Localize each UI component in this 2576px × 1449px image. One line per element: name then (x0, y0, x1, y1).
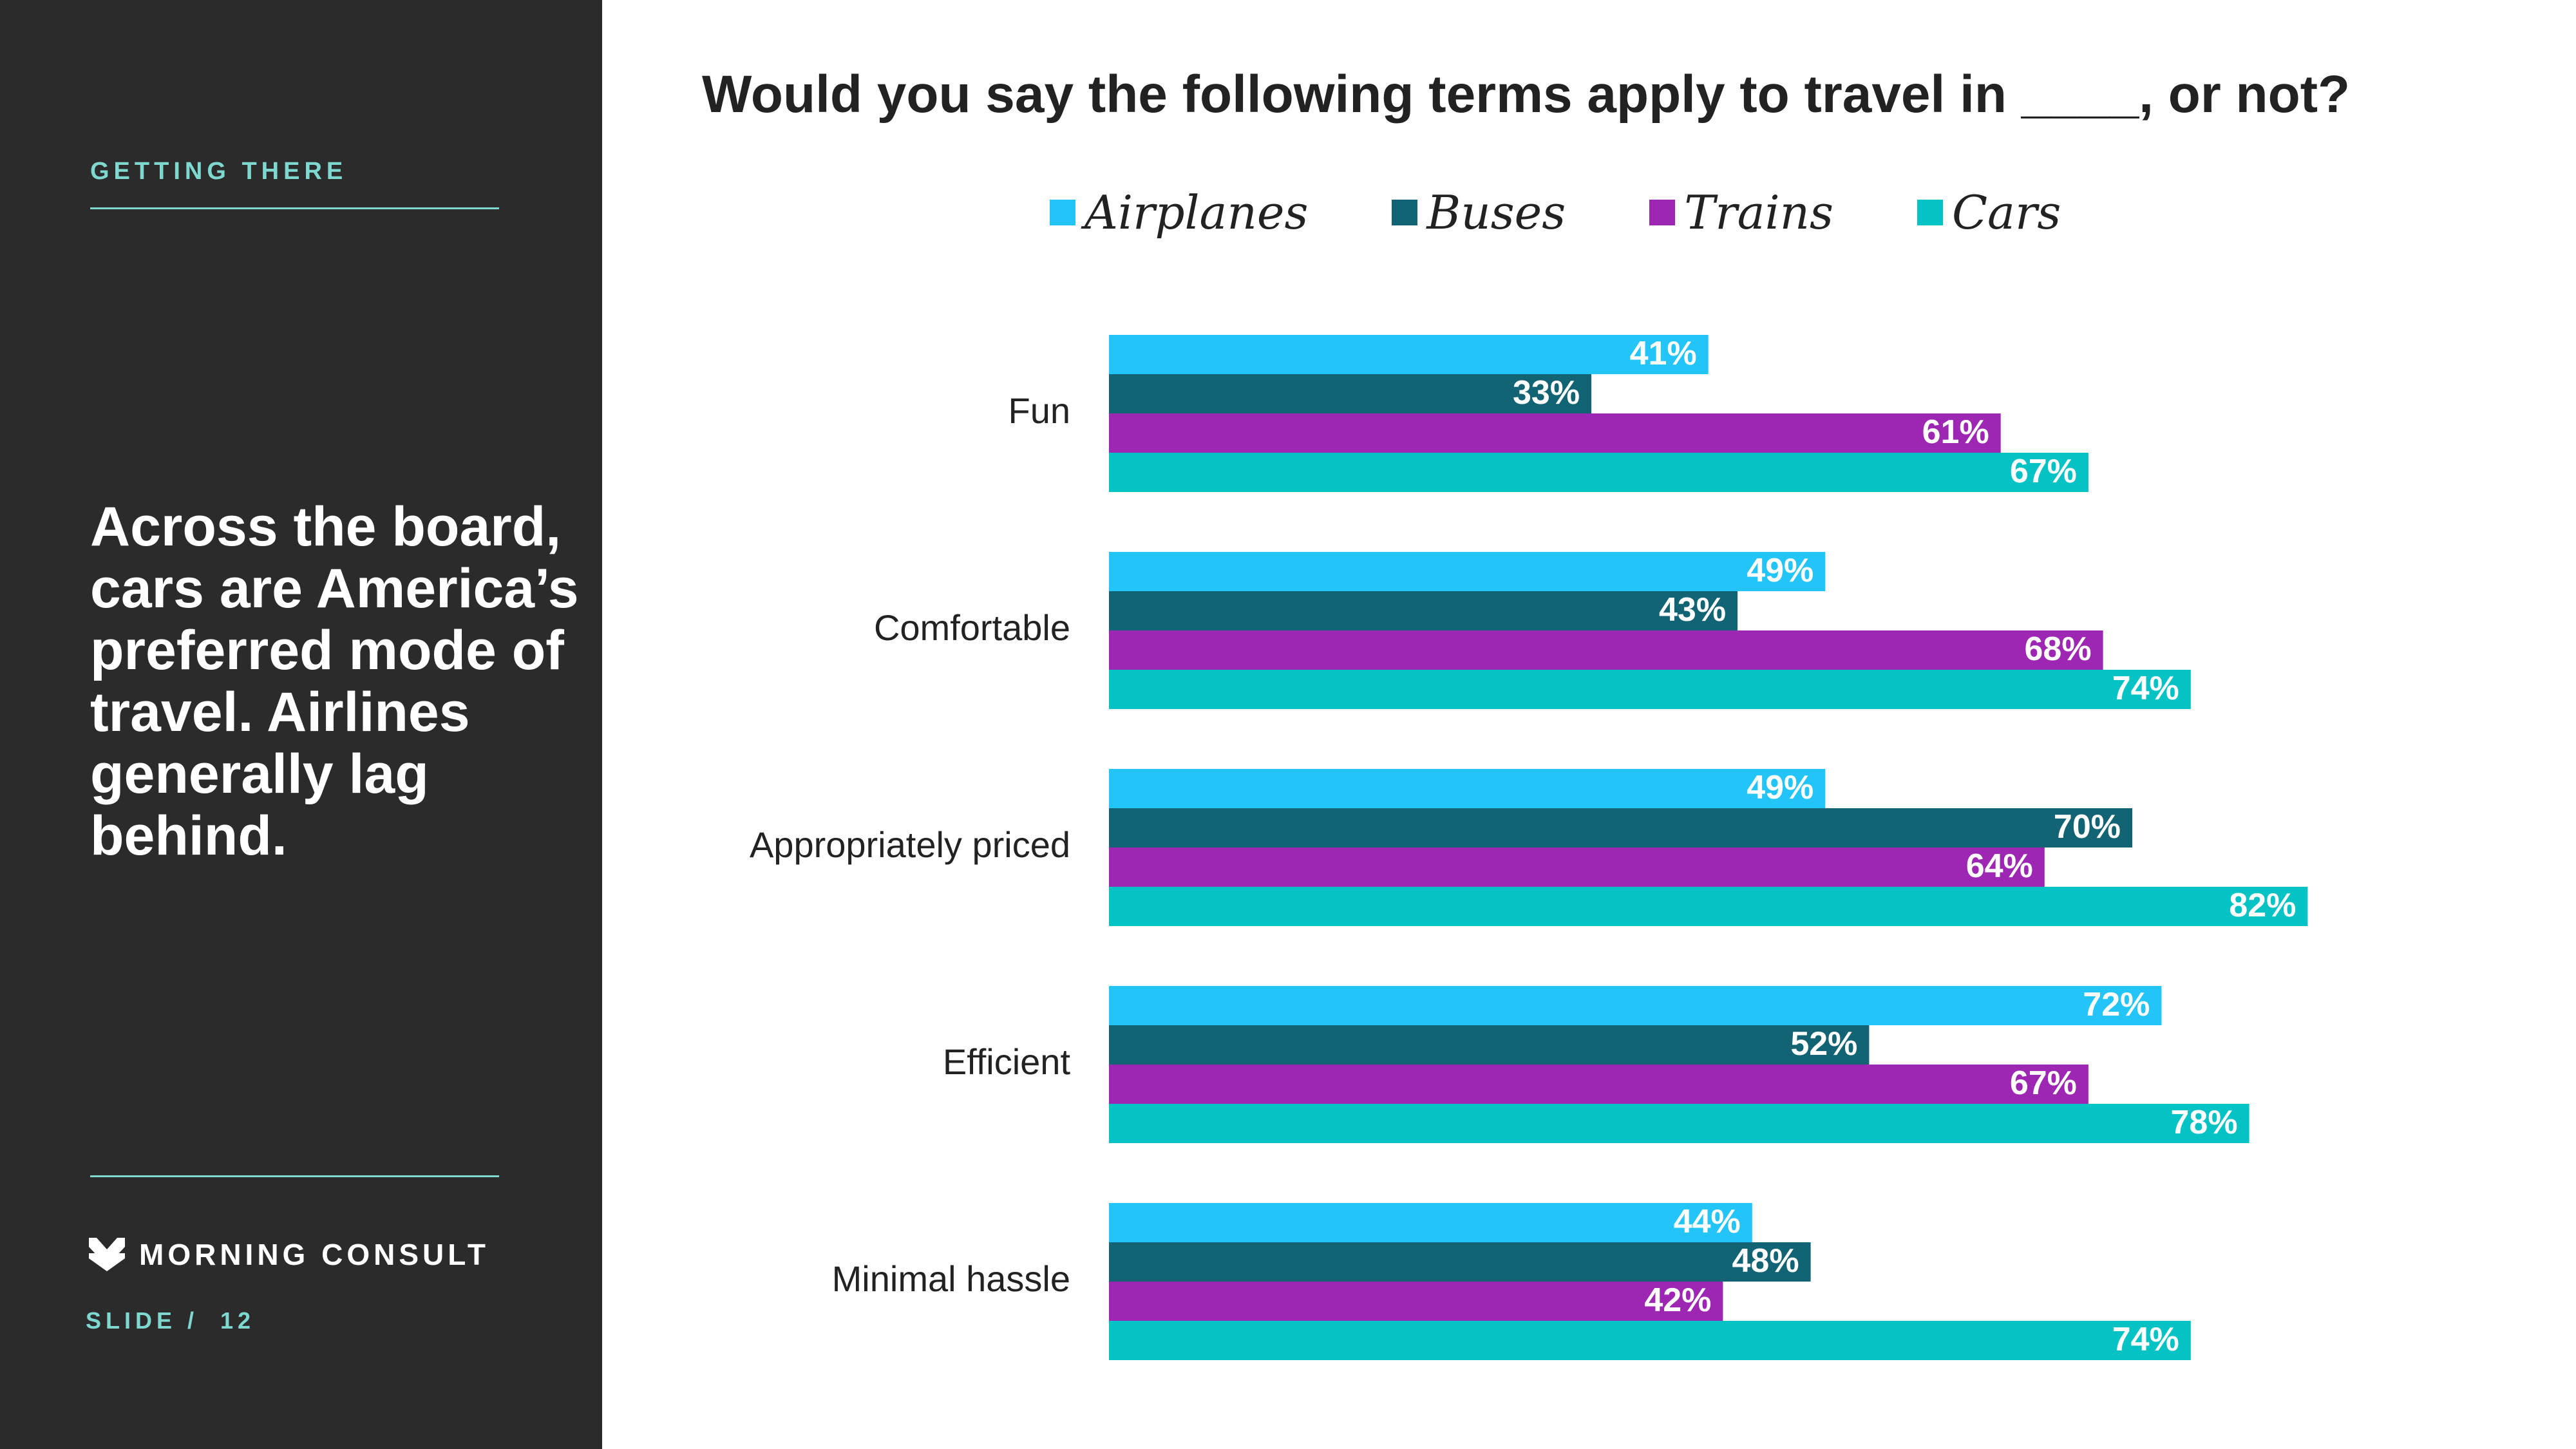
data-label-minimal-hassle-airplanes: 44% (1674, 1203, 1741, 1240)
category-label-fun: Fun (1009, 390, 1071, 431)
data-label-comfortable-trains: 68% (2025, 630, 2092, 668)
bar-fun-cars (1109, 453, 2088, 492)
category-label-minimal-hassle: Minimal hassle (832, 1258, 1070, 1299)
data-label-minimal-hassle-buses: 48% (1732, 1242, 1799, 1280)
sidebar: GETTING THERE Across the board, cars are… (0, 0, 602, 1449)
data-label-efficient-cars: 78% (2171, 1104, 2238, 1141)
data-label-efficient-trains: 67% (2010, 1065, 2077, 1102)
data-label-appropriately-priced-airplanes: 49% (1747, 769, 1814, 806)
bar-comfortable-cars (1109, 670, 2191, 709)
legend-swatch-buses (1392, 200, 1418, 225)
bar-minimal-hassle-trains (1109, 1282, 1723, 1321)
bar-fun-buses (1109, 374, 1592, 413)
legend-swatch-cars (1917, 200, 1943, 225)
legend-item-cars: Cars (1917, 185, 2061, 240)
bar-comfortable-trains (1109, 630, 2103, 670)
data-label-minimal-hassle-trains: 42% (1644, 1282, 1711, 1319)
category-label-efficient: Efficient (943, 1041, 1071, 1082)
legend-item-trains: Trains (1649, 185, 1833, 240)
data-label-comfortable-airplanes: 49% (1747, 552, 1814, 589)
headline: Across the board, cars are America’s pre… (90, 496, 579, 867)
data-label-fun-cars: 67% (2010, 453, 2077, 490)
legend-swatch-airplanes (1050, 200, 1075, 225)
bar-efficient-buses (1109, 1025, 1870, 1065)
bar-minimal-hassle-buses (1109, 1242, 1811, 1282)
bar-appropriately-priced-buses (1109, 808, 2132, 848)
bar-efficient-cars (1109, 1104, 2249, 1143)
legend-label-trains: Trains (1684, 185, 1833, 240)
data-label-fun-trains: 61% (1922, 413, 1989, 451)
brand-name: MORNING CONSULT (139, 1238, 490, 1271)
slide-number: SLIDE / 12 (86, 1307, 256, 1334)
legend-label-cars: Cars (1951, 185, 2061, 240)
bar-fun-trains (1109, 413, 2001, 453)
section-label: GETTING THERE (90, 158, 348, 185)
section-divider (90, 207, 499, 209)
chart-title: Would you say the following terms apply … (702, 65, 2351, 124)
bar-comfortable-airplanes (1109, 552, 1826, 591)
data-label-fun-buses: 33% (1513, 374, 1580, 412)
legend-label-buses: Buses (1426, 185, 1566, 240)
data-label-efficient-airplanes: 72% (2083, 986, 2150, 1023)
bar-comfortable-buses (1109, 591, 1738, 630)
data-label-minimal-hassle-cars: 74% (2112, 1321, 2179, 1358)
footer-divider (90, 1175, 499, 1177)
bar-fun-airplanes (1109, 335, 1709, 374)
legend-item-airplanes: Airplanes (1050, 185, 1308, 240)
bar-efficient-trains (1109, 1065, 2088, 1104)
chart-legend: Airplanes Buses Trains Cars (1050, 184, 2061, 242)
bar-minimal-hassle-cars (1109, 1321, 2191, 1360)
bar-appropriately-priced-trains (1109, 848, 2045, 887)
data-label-efficient-buses: 52% (1790, 1025, 1857, 1063)
legend-label-airplanes: Airplanes (1084, 185, 1309, 240)
data-label-appropriately-priced-buses: 70% (2054, 808, 2121, 846)
morning-consult-logo-icon (89, 1238, 125, 1271)
category-label-appropriately-priced: Appropriately priced (750, 824, 1070, 865)
legend-item-buses: Buses (1392, 185, 1566, 240)
bar-appropriately-priced-airplanes (1109, 769, 1826, 808)
data-label-fun-airplanes: 41% (1630, 335, 1697, 372)
bar-efficient-airplanes (1109, 986, 2162, 1025)
bar-minimal-hassle-airplanes (1109, 1203, 1752, 1242)
category-label-comfortable: Comfortable (874, 607, 1070, 648)
bar-appropriately-priced-cars (1109, 887, 2308, 926)
data-label-appropriately-priced-trains: 64% (1966, 848, 2033, 885)
brand-logo: MORNING CONSULT (89, 1236, 489, 1273)
data-label-comfortable-buses: 43% (1659, 591, 1726, 629)
data-label-comfortable-cars: 74% (2112, 670, 2179, 707)
legend-swatch-trains (1649, 200, 1676, 225)
data-label-appropriately-priced-cars: 82% (2229, 887, 2296, 924)
